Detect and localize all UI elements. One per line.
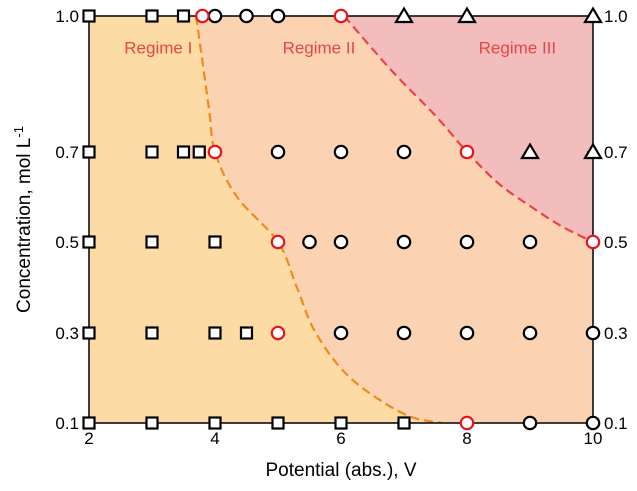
y-tick-label: 0.3 (55, 324, 79, 343)
regime-labels: Regime I Regime II Regime III (124, 39, 556, 58)
square-marker (82, 235, 96, 249)
transition-circle-marker (333, 8, 349, 24)
square-marker (192, 145, 206, 159)
circle-marker (270, 144, 286, 160)
y-tick-label-right: 1.0 (604, 7, 628, 26)
circle-marker (333, 325, 349, 341)
square-marker (82, 145, 96, 159)
y-tick-label-right: 0.3 (604, 324, 628, 343)
square-marker (334, 416, 348, 430)
square-marker (82, 416, 96, 430)
transition-circle-marker (585, 234, 601, 250)
y-tick-label: 0.5 (55, 233, 79, 252)
y-tick-label-right: 0.7 (604, 143, 628, 162)
circle-marker (459, 234, 475, 250)
triangle-marker (583, 142, 603, 160)
circle-marker (302, 234, 317, 250)
transition-circle-marker (207, 144, 223, 160)
circle-marker (522, 415, 538, 431)
transition-circle-marker (459, 144, 475, 160)
circle-marker (522, 234, 538, 250)
y-axis-label: Concentration, mol L-1 (11, 126, 35, 313)
square-marker (176, 9, 191, 23)
y-tick-label: 0.7 (55, 143, 79, 162)
x-tick-label: 2 (84, 429, 93, 448)
circle-marker (207, 8, 223, 24)
circle-marker (270, 8, 286, 24)
boundary-regime-1-2 (195, 16, 443, 423)
triangle-marker (394, 6, 414, 24)
circle-marker (333, 234, 349, 250)
x-tick-label: 10 (584, 429, 603, 448)
square-marker (208, 326, 222, 340)
transition-circle-marker (459, 415, 475, 431)
triangle-marker (520, 142, 540, 160)
x-tick-label: 6 (336, 429, 345, 448)
square-marker (145, 235, 159, 249)
transition-circle-marker (195, 8, 210, 24)
square-marker (82, 9, 96, 23)
transition-circle-marker (270, 325, 286, 341)
regime-boundaries (195, 16, 593, 423)
circle-marker (459, 325, 475, 341)
y-tick-label: 0.1 (55, 414, 79, 433)
square-marker (208, 235, 222, 249)
regime-label-3: Regime III (479, 39, 556, 58)
x-tick-label: 4 (210, 429, 219, 448)
boundary-regime-2-3 (343, 16, 593, 243)
circle-marker (239, 8, 254, 24)
square-marker (397, 416, 411, 430)
y-tick-label-right: 0.1 (604, 414, 628, 433)
regime-3-region (344, 16, 593, 242)
triangle-marker (457, 6, 477, 24)
square-marker (271, 416, 285, 430)
circle-marker (585, 415, 601, 431)
x-tick-label: 8 (462, 429, 471, 448)
regime-label-1: Regime I (124, 39, 192, 58)
y-axis-label-main: Concentration, mol L (14, 138, 35, 313)
square-marker (145, 326, 159, 340)
square-marker (239, 326, 254, 340)
square-marker (145, 416, 159, 430)
regime-regions (89, 16, 593, 423)
y-tick-label-right: 0.5 (604, 233, 628, 252)
circle-marker (522, 325, 538, 341)
square-marker (145, 145, 159, 159)
y-axis-label-unit-sup: -1 (11, 126, 26, 138)
triangle-marker (583, 6, 603, 24)
transition-circle-marker (270, 234, 286, 250)
data-markers (82, 6, 603, 431)
x-axis-label: Potential (abs.), V (265, 460, 416, 481)
circle-marker (333, 144, 349, 160)
circle-marker (396, 234, 412, 250)
square-marker (208, 416, 222, 430)
square-marker (145, 9, 159, 23)
circle-marker (396, 325, 412, 341)
square-marker (176, 145, 191, 159)
circle-marker (585, 325, 601, 341)
circle-marker (396, 144, 412, 160)
regime-label-2: Regime II (283, 39, 356, 58)
square-marker (82, 326, 96, 340)
y-tick-label: 1.0 (55, 7, 79, 26)
